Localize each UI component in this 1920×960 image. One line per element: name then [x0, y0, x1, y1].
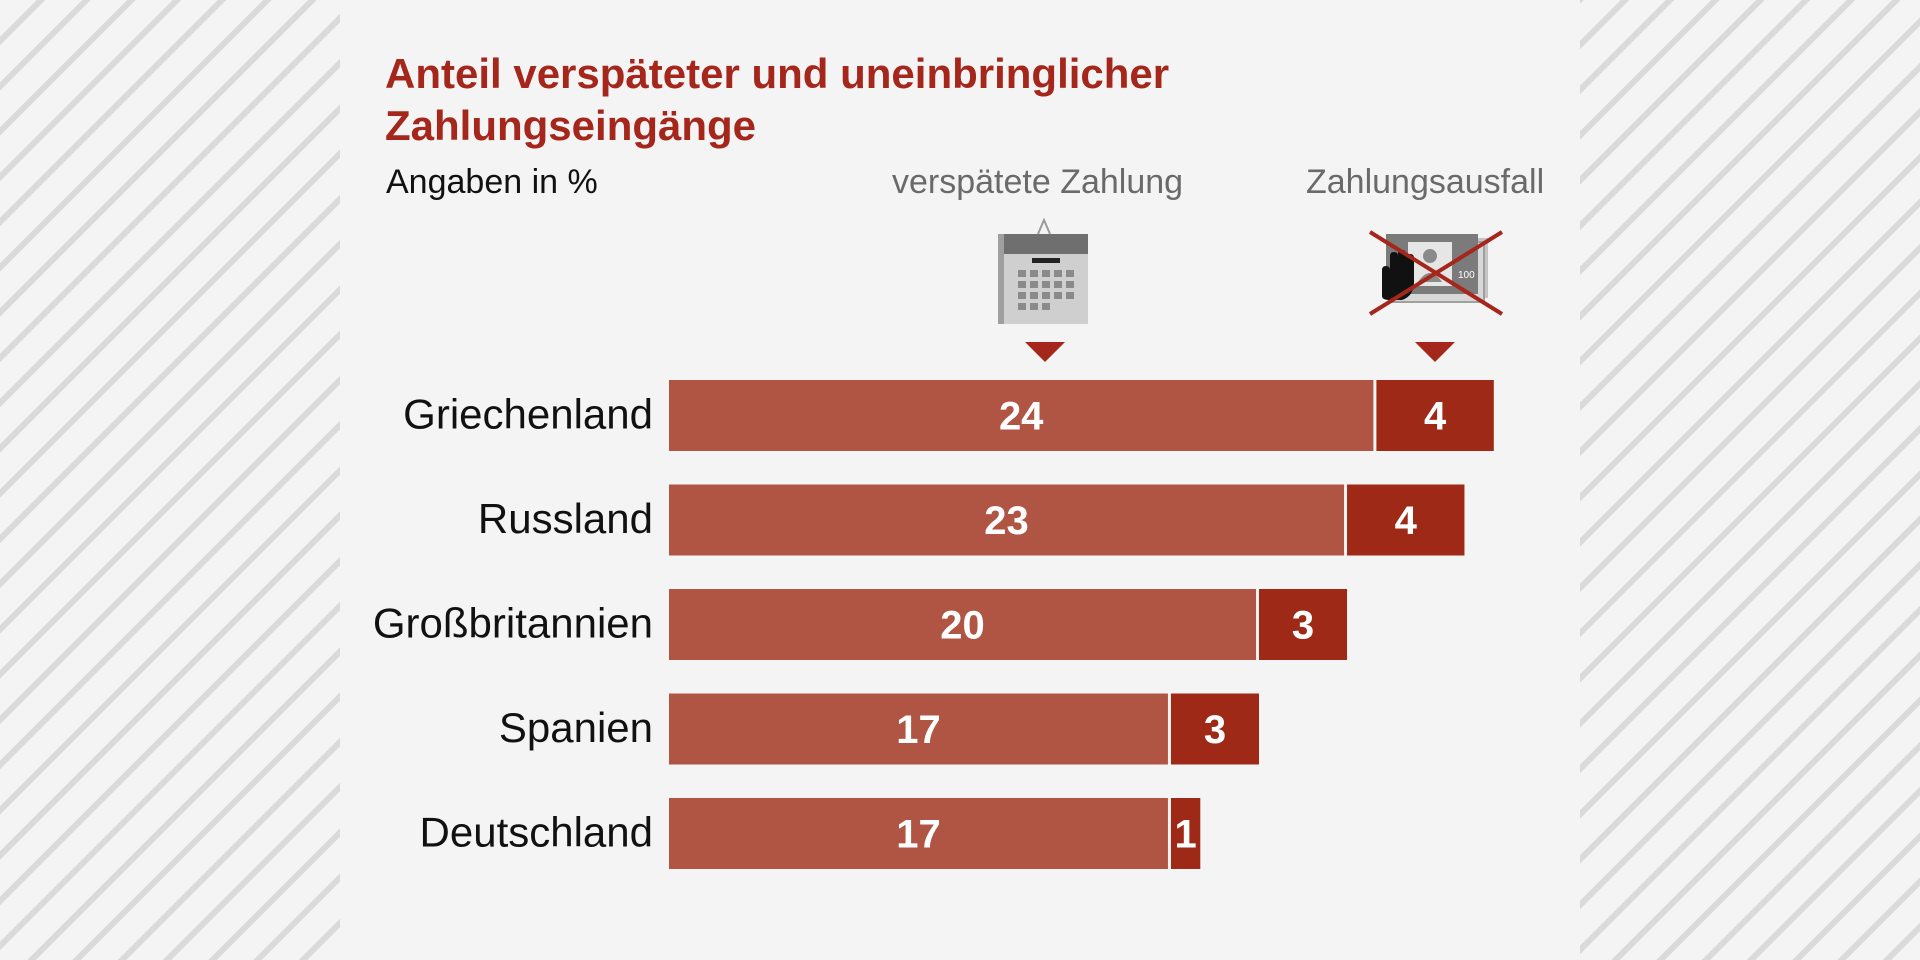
category-label: Großbritannien [373, 600, 653, 647]
category-label: Spanien [499, 704, 653, 751]
crossed-out-payment-icon: 100 [1368, 230, 1504, 316]
data-label-payment-default: 1 [1175, 813, 1197, 857]
data-label-payment-default: 4 [1395, 499, 1418, 543]
legend-late-payment: verspätete Zahlung [892, 163, 1184, 201]
category-label: Deutschland [420, 809, 653, 856]
data-label-payment-default: 4 [1424, 395, 1447, 439]
bar-late-payment [669, 798, 1168, 869]
data-label-late-payment: 17 [896, 708, 941, 752]
bar-late-payment [669, 484, 1345, 556]
legend-payment-default: Zahlungsausfall [1306, 163, 1545, 201]
data-label-payment-default: 3 [1204, 708, 1226, 752]
chart-subtitle: Angaben in % [386, 163, 598, 201]
data-label-late-payment: 24 [999, 395, 1044, 439]
bar-payment-default [1259, 589, 1348, 660]
chart-title-line-2: Zahlungseingänge [385, 102, 757, 149]
calendar-icon [998, 217, 1088, 324]
data-label-late-payment: 17 [896, 813, 941, 857]
bar-payment-default [1376, 380, 1494, 451]
bar-payment-default [1170, 798, 1201, 869]
category-label: Russland [478, 495, 653, 542]
data-label-payment-default: 3 [1292, 604, 1314, 648]
bar-payment-default [1170, 693, 1259, 765]
svg-text:100: 100 [1458, 270, 1475, 281]
bar-payment-default [1347, 484, 1465, 556]
bar-late-payment [669, 589, 1256, 660]
category-label: Griechenland [403, 391, 653, 438]
data-label-late-payment: 20 [940, 604, 985, 648]
chart-title-line-1: Anteil verspäteter und uneinbringlicher [385, 50, 1170, 97]
bar-late-payment [669, 693, 1168, 765]
bar-late-payment [669, 380, 1374, 451]
data-label-late-payment: 23 [984, 499, 1029, 543]
late-payment-marker [1025, 342, 1065, 362]
payment-default-marker [1415, 342, 1455, 362]
chart-title: Anteil verspäteter und uneinbringlicher … [385, 48, 1285, 152]
